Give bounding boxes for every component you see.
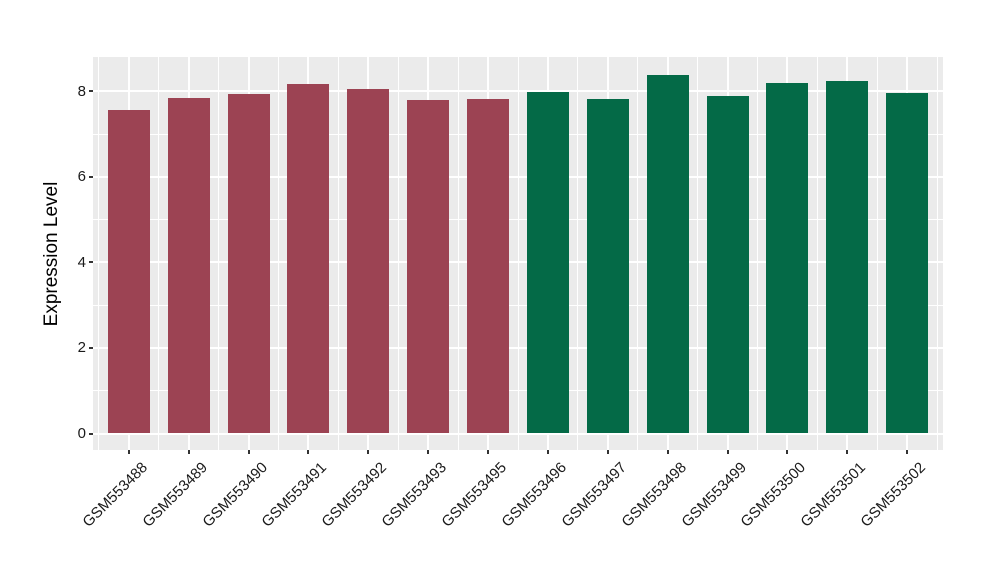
bar-GSM553489 (167, 98, 210, 434)
bar-GSM553488 (107, 109, 150, 434)
x-tick-mark (367, 450, 370, 454)
y-tick-label-2: 2 (77, 339, 86, 357)
gridline-v-minor (637, 57, 639, 450)
gridline-v-minor (278, 57, 280, 450)
x-tick-mark (247, 450, 250, 454)
gridline-v-minor (218, 57, 220, 450)
y-tick-mark (89, 261, 93, 264)
bar-GSM553499 (706, 95, 749, 434)
bar-GSM553495 (467, 98, 510, 434)
y-tick-label-0: 0 (77, 425, 86, 442)
y-tick-mark (89, 175, 93, 178)
bar-GSM553496 (526, 92, 569, 434)
gridline-v-minor (457, 57, 459, 450)
bar-GSM553490 (227, 93, 270, 434)
y-tick-label-6: 6 (77, 168, 86, 186)
x-tick-mark (846, 450, 849, 454)
x-tick-mark (487, 450, 490, 454)
bar-GSM553500 (766, 82, 809, 434)
gridline-v-minor (517, 57, 519, 450)
x-tick-mark (906, 450, 909, 454)
gridline-v-minor (936, 57, 938, 450)
y-tick-mark (89, 346, 93, 349)
gridline-v-minor (337, 57, 339, 450)
x-tick-mark (427, 450, 430, 454)
bar-GSM553493 (407, 99, 450, 434)
x-tick-mark (726, 450, 729, 454)
x-tick-mark (786, 450, 789, 454)
gridline-v-minor (816, 57, 818, 450)
gridline-v-minor (697, 57, 699, 450)
bar-GSM553491 (287, 83, 330, 434)
gridline-v-minor (98, 57, 100, 450)
y-tick-mark (89, 432, 93, 435)
y-axis-title: Expression Level (41, 181, 62, 326)
bar-GSM553492 (347, 88, 390, 434)
x-tick-mark (187, 450, 190, 454)
bar-GSM553501 (826, 80, 869, 434)
gridline-v-minor (876, 57, 878, 450)
bar-GSM553497 (586, 98, 629, 434)
x-tick-mark (606, 450, 609, 454)
gridline-v-minor (158, 57, 160, 450)
y-tick-label-4: 4 (77, 253, 86, 271)
x-tick-mark (127, 450, 130, 454)
bar-GSM553502 (886, 92, 929, 434)
gridline-v-minor (397, 57, 399, 450)
y-tick-mark (89, 90, 93, 93)
gridline-v-minor (756, 57, 758, 450)
y-tick-label-8: 8 (77, 82, 86, 100)
plot-panel (93, 57, 943, 450)
bar-GSM553498 (646, 74, 689, 434)
gridline-v-minor (577, 57, 579, 450)
x-tick-mark (666, 450, 669, 454)
x-tick-mark (307, 450, 310, 454)
x-tick-mark (546, 450, 549, 454)
